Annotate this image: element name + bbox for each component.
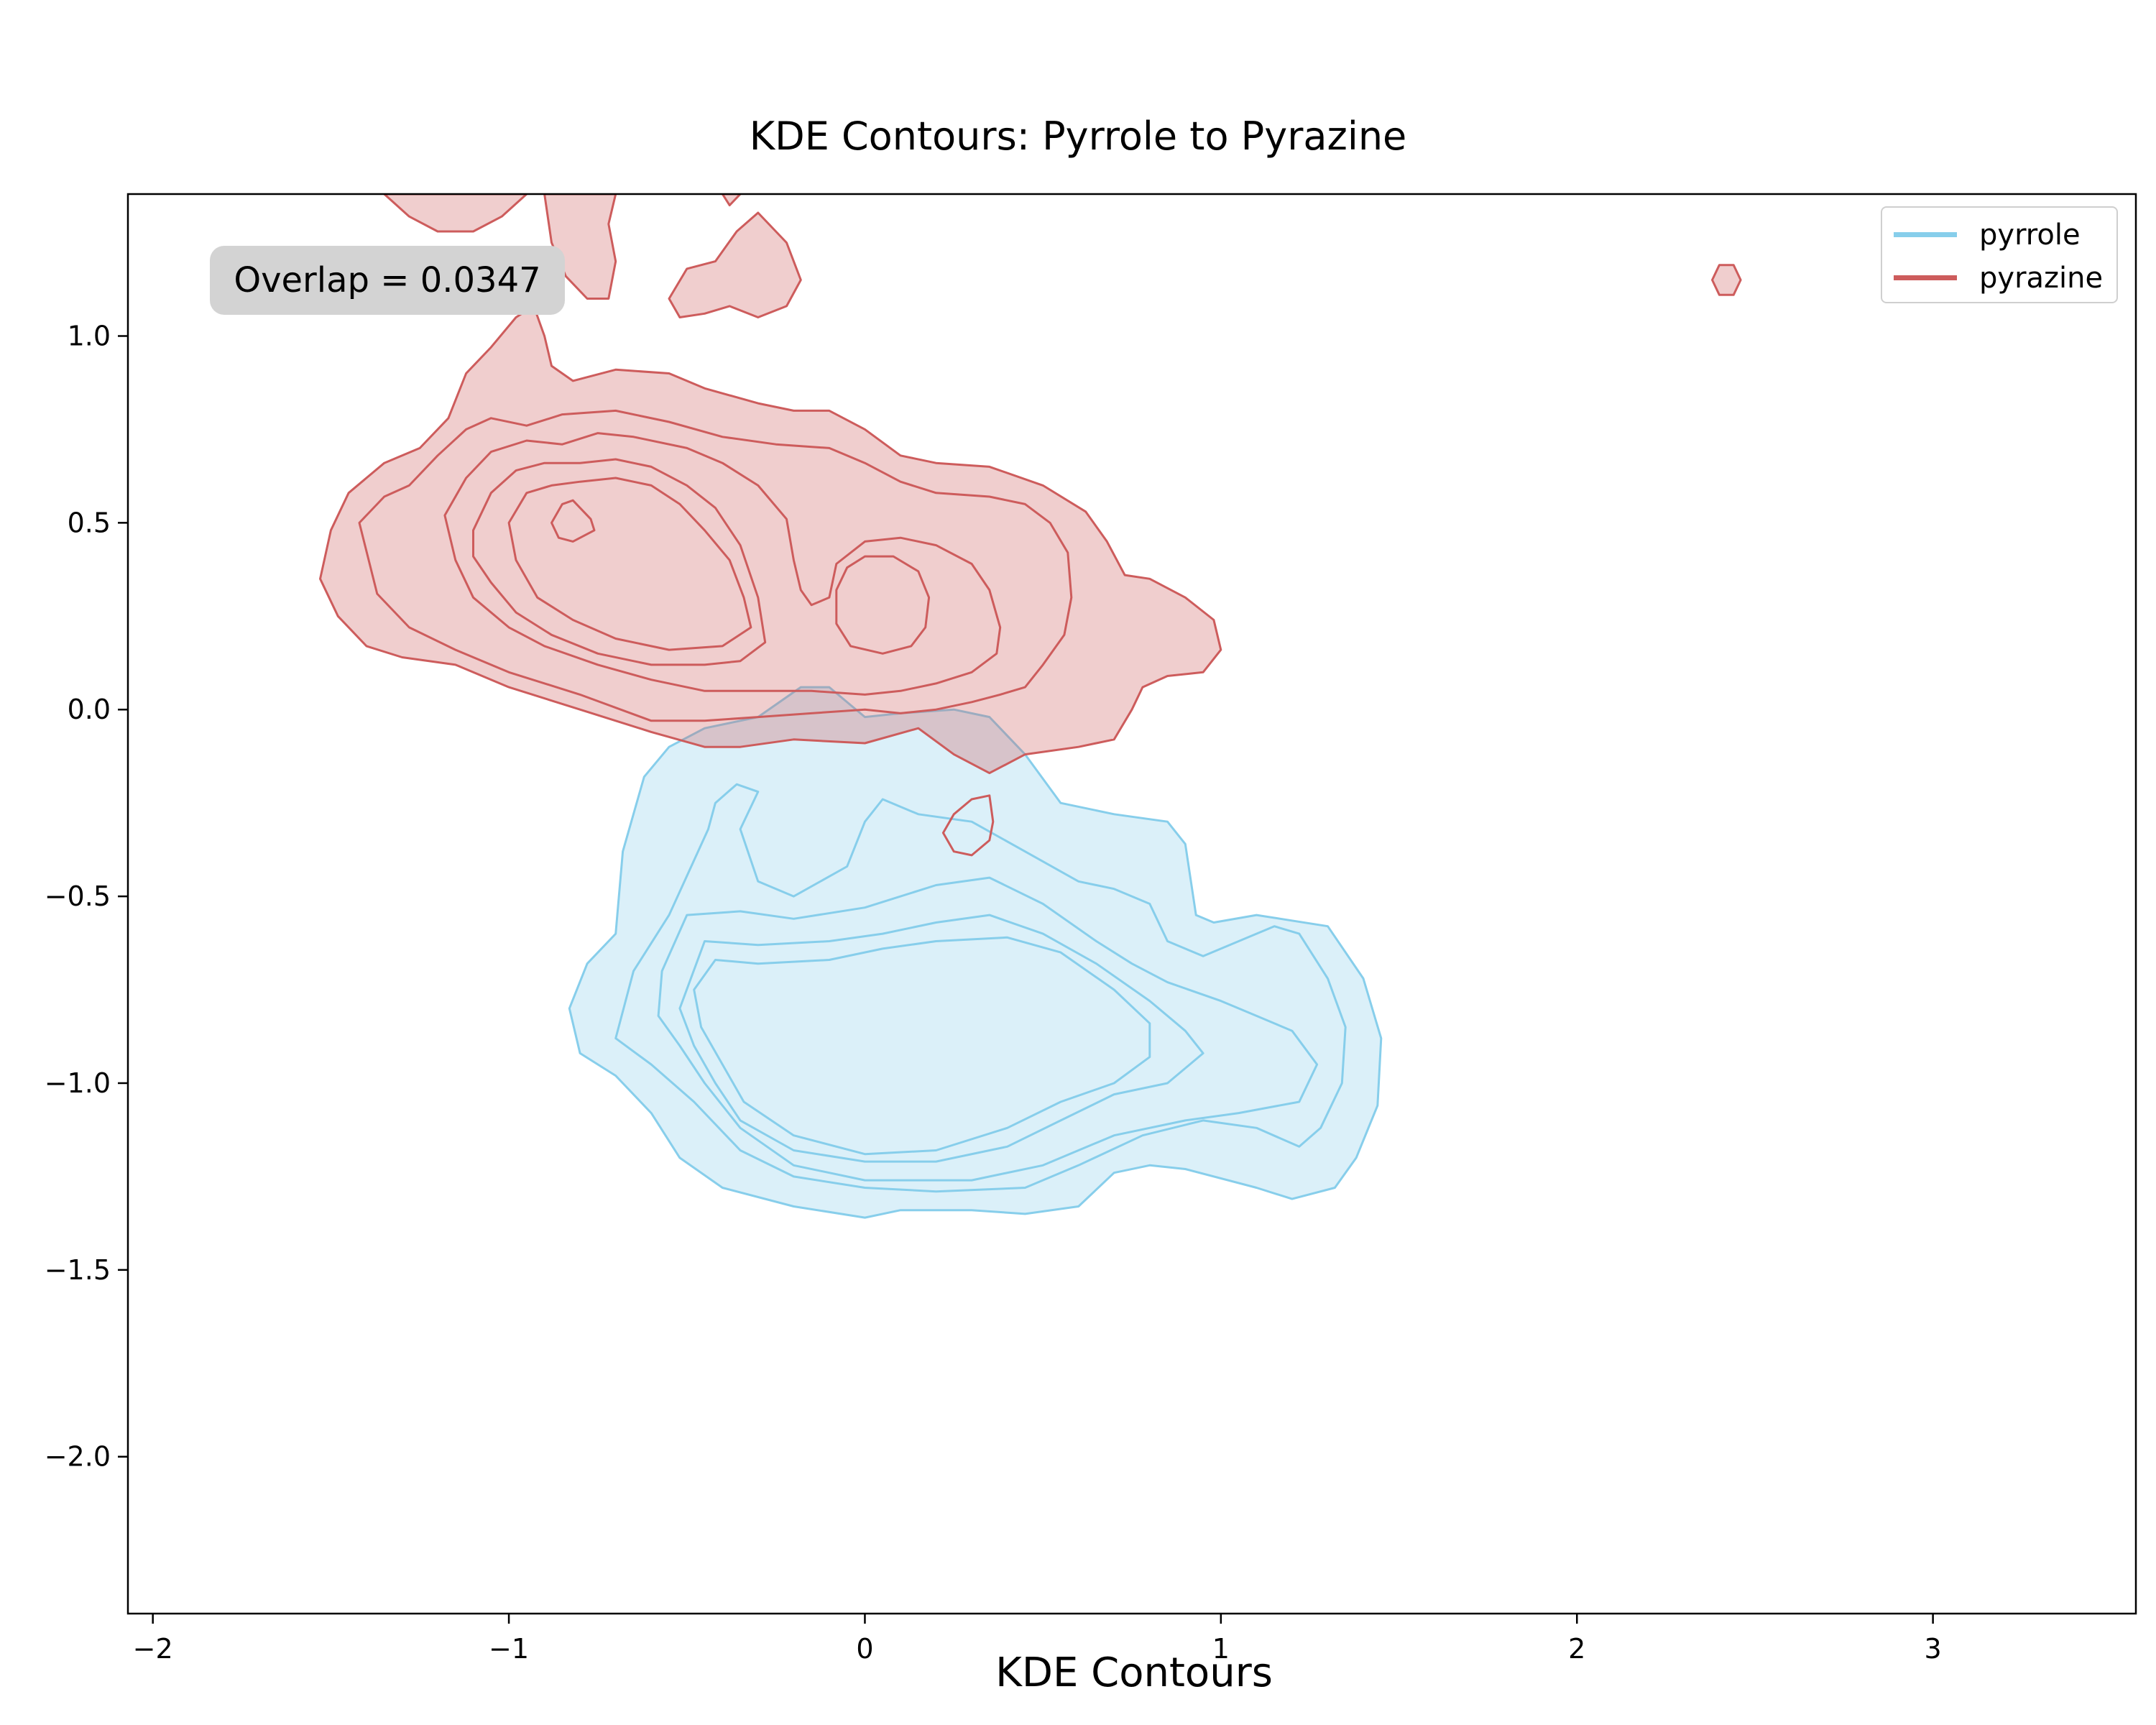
x-tick-label: 2 bbox=[1568, 1633, 1585, 1665]
contour-pyrrole-4 bbox=[693, 936, 1151, 1156]
y-tick-label: −1.5 bbox=[45, 1254, 111, 1286]
x-tick-label: 1 bbox=[1212, 1633, 1230, 1665]
y-tick-label: 0.0 bbox=[68, 694, 111, 725]
plot-frame bbox=[126, 193, 2137, 1615]
overlap-annotation: Overlap = 0.0347 bbox=[210, 246, 565, 315]
contour-pyrrole-2 bbox=[657, 876, 1319, 1182]
contour-pyrazine-9 bbox=[507, 477, 752, 651]
contour-pyrazine-5 bbox=[1711, 264, 1742, 296]
x-tick-label: 3 bbox=[1925, 1633, 1942, 1665]
contour-pyrazine-12 bbox=[941, 794, 995, 857]
contour-pyrrole-0 bbox=[568, 686, 1383, 1219]
legend-swatch-pyrrole bbox=[1894, 232, 1957, 237]
contour-pyrazine-8 bbox=[472, 458, 767, 666]
y-tick-label: 1.0 bbox=[68, 321, 111, 352]
contour-pyrazine-11 bbox=[835, 555, 931, 655]
legend: pyrrole pyrazine bbox=[1881, 206, 2118, 303]
chart-title: KDE Contours: Pyrrole to Pyrazine bbox=[749, 114, 1407, 159]
x-tick-label: −2 bbox=[133, 1633, 173, 1665]
y-tick-label: −1.0 bbox=[45, 1067, 111, 1099]
contour-pyrazine-1 bbox=[383, 194, 528, 233]
contour-pyrazine-0 bbox=[319, 305, 1222, 775]
overlap-annotation-text: Overlap = 0.0347 bbox=[234, 260, 541, 300]
contour-pyrazine-10 bbox=[550, 499, 596, 543]
legend-item-pyrazine: pyrazine bbox=[1882, 264, 2116, 293]
y-tick-label: −0.5 bbox=[45, 880, 111, 912]
legend-item-pyrrole: pyrrole bbox=[1882, 221, 2116, 249]
series-pyrazine bbox=[319, 194, 1742, 857]
y-tick-label: 0.5 bbox=[68, 507, 111, 538]
contour-pyrazine-7 bbox=[443, 432, 1002, 696]
contour-pyrrole-3 bbox=[678, 914, 1204, 1163]
x-tick-label: −1 bbox=[489, 1633, 529, 1665]
contour-pyrazine-6 bbox=[358, 409, 1073, 722]
plot-area bbox=[319, 194, 1742, 1219]
contour-pyrazine-4 bbox=[721, 194, 742, 207]
x-tick-label: 0 bbox=[856, 1633, 873, 1665]
contour-pyrrole-1 bbox=[614, 783, 1347, 1193]
contour-pyrazine-3 bbox=[668, 211, 802, 318]
legend-swatch-pyrazine bbox=[1894, 275, 1957, 280]
series-pyrrole bbox=[568, 686, 1383, 1219]
y-tick-label: −2.0 bbox=[45, 1441, 111, 1473]
legend-label-pyrrole: pyrrole bbox=[1979, 218, 2081, 252]
legend-label-pyrazine: pyrazine bbox=[1979, 262, 2104, 295]
x-axis-label: KDE Contours bbox=[995, 1650, 1273, 1696]
